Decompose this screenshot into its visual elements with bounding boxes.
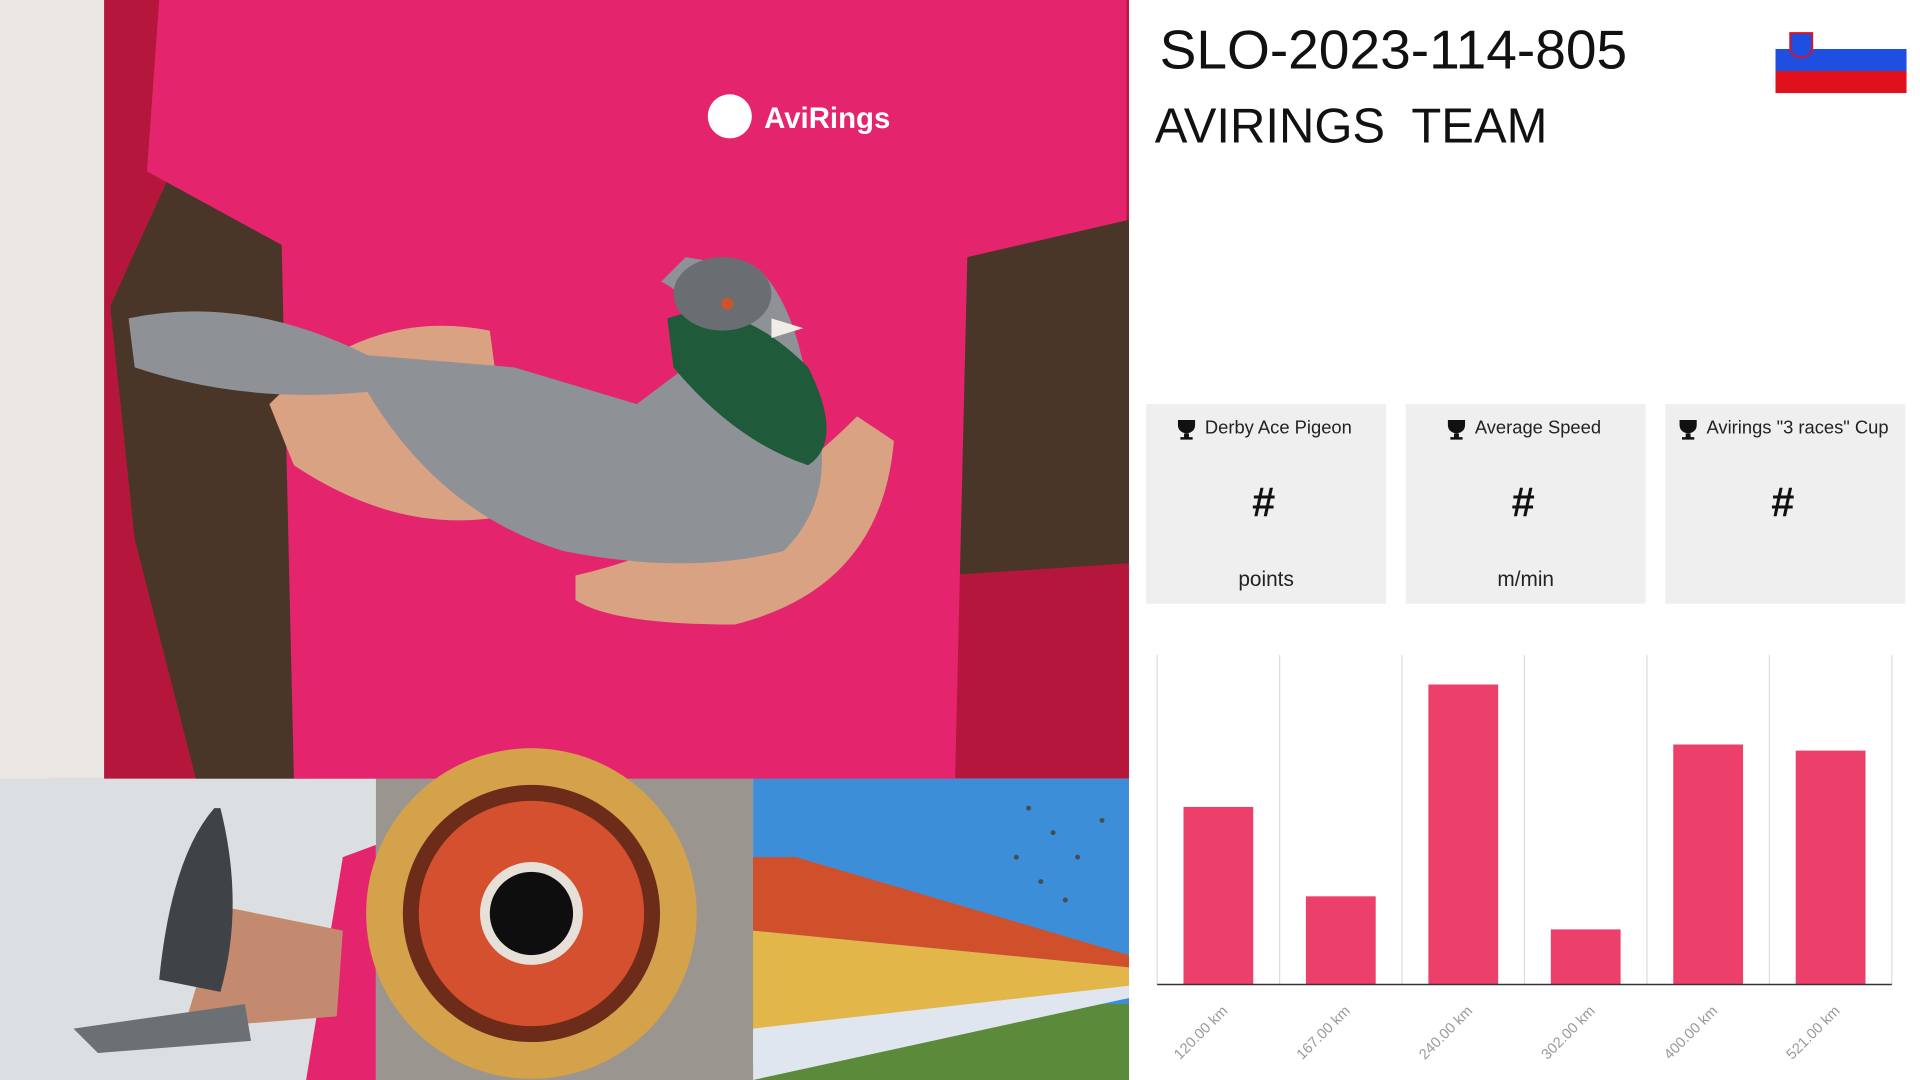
- bar: [1183, 806, 1254, 985]
- x-tick-label: 302.00 km: [1539, 1003, 1599, 1063]
- trophy-icon: [1447, 420, 1466, 440]
- stat-title: Average Speed: [1475, 416, 1601, 437]
- stat-value: #: [1771, 479, 1794, 526]
- stat-unit: m/min: [1497, 568, 1554, 591]
- stat-title: Avirings "3 races" Cup: [1707, 416, 1889, 437]
- bar: [1673, 744, 1744, 985]
- photo-loft: [753, 778, 1129, 1080]
- bar: [1305, 896, 1376, 985]
- x-tick-label: 400.00 km: [1661, 1003, 1721, 1063]
- bar: [1795, 750, 1866, 985]
- x-tick-label: 521.00 km: [1784, 1003, 1844, 1063]
- shirt-logo: AviRings: [764, 102, 890, 135]
- bar: [1550, 929, 1621, 985]
- stat-card: [1405, 404, 1646, 604]
- x-tick-label: 240.00 km: [1416, 1003, 1476, 1063]
- trophy-icon: [1679, 420, 1697, 440]
- stat-card: [1665, 404, 1906, 604]
- photo-wing: [0, 778, 376, 1080]
- main-photo: AviRings: [0, 0, 1129, 779]
- x-tick-label: 167.00 km: [1294, 1003, 1354, 1063]
- photo-eye: [366, 748, 754, 1080]
- stat-value: #: [1512, 479, 1535, 526]
- bar: [1428, 684, 1499, 985]
- x-tick-label: 120.00 km: [1171, 1003, 1231, 1063]
- stat-unit: points: [1238, 568, 1294, 591]
- stat-value: #: [1252, 479, 1275, 526]
- stat-title: Derby Ace Pigeon: [1205, 416, 1352, 437]
- ring-number: SLO-2023-114-805: [1160, 18, 1628, 80]
- trophy-icon: [1177, 420, 1196, 440]
- owner-name: AVIRINGS TEAM: [1155, 100, 1548, 154]
- flag: [1775, 26, 1907, 94]
